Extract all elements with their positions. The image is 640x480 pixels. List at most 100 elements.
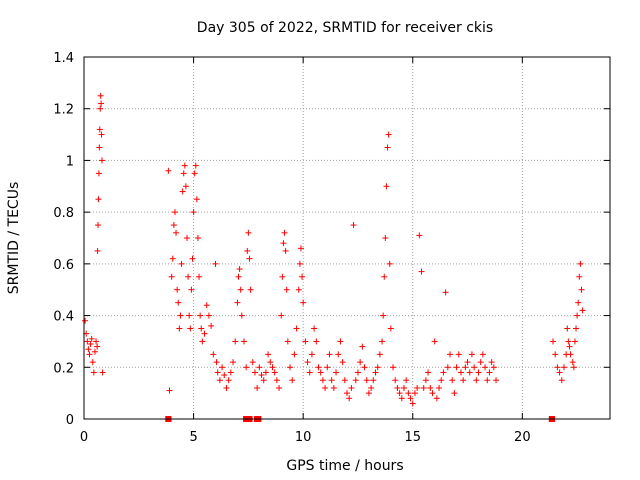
y-tick-label: 1.4 <box>53 51 74 66</box>
data-point <box>374 364 381 371</box>
x-tick-label: 5 <box>189 430 197 445</box>
data-point <box>346 395 353 402</box>
data-point <box>244 247 251 254</box>
y-tick-label: 1 <box>66 154 74 169</box>
y-tick-label: 0.4 <box>53 310 74 325</box>
data-point <box>363 377 370 384</box>
data-point <box>98 157 105 164</box>
data-point <box>169 255 176 262</box>
data-point <box>565 338 572 345</box>
data-point <box>420 384 427 391</box>
data-point <box>550 338 557 345</box>
data-point <box>400 384 407 391</box>
data-point <box>449 377 456 384</box>
data-point <box>225 377 232 384</box>
data-point <box>84 338 91 345</box>
data-point <box>232 338 239 345</box>
data-point <box>256 364 263 371</box>
data-point <box>473 377 480 384</box>
data-point <box>370 377 377 384</box>
data-point <box>308 351 315 358</box>
data-point <box>199 338 206 345</box>
data-point <box>380 312 387 319</box>
data-point <box>186 312 193 319</box>
x-axis-title: GPS time / hours <box>286 458 403 474</box>
data-point <box>486 369 493 376</box>
data-point <box>173 229 180 236</box>
data-point <box>188 286 195 293</box>
data-point <box>390 364 397 371</box>
data-point <box>569 359 576 366</box>
x-tick-label: 15 <box>404 430 421 445</box>
data-point <box>394 384 401 391</box>
data-point <box>573 325 580 332</box>
data-point <box>249 359 256 366</box>
data-point <box>431 338 438 345</box>
y-tick-label: 1.2 <box>53 103 74 118</box>
data-point <box>490 364 497 371</box>
y-tick-label: 0.6 <box>53 258 74 273</box>
data-point <box>475 369 482 376</box>
data-point <box>246 255 253 262</box>
data-point <box>386 260 393 267</box>
data-point <box>291 351 298 358</box>
data-point <box>177 312 184 319</box>
data-point <box>330 384 337 391</box>
data-point <box>98 100 105 107</box>
data-point <box>198 325 205 332</box>
data-point <box>267 359 274 366</box>
data-point <box>166 387 173 394</box>
data-point <box>433 395 440 402</box>
data-point <box>262 369 269 376</box>
data-point <box>201 330 208 337</box>
data-point <box>335 351 342 358</box>
data-point <box>88 335 95 342</box>
data-point <box>208 322 215 329</box>
data-point <box>216 377 223 384</box>
data-point <box>193 196 200 203</box>
data-point <box>453 364 460 371</box>
y-axis-title: SRMTID / TECUs <box>6 182 22 295</box>
data-point <box>411 390 418 397</box>
data-point <box>579 307 586 314</box>
data-point <box>223 384 230 391</box>
data-point <box>409 400 416 407</box>
data-point <box>179 188 186 195</box>
data-point <box>299 273 306 280</box>
data-point <box>269 364 276 371</box>
data-point <box>385 131 392 138</box>
data-point <box>381 273 388 280</box>
data-point <box>333 369 340 376</box>
data-point <box>574 312 581 319</box>
data-point <box>315 364 322 371</box>
data-point <box>326 351 333 358</box>
data-point <box>260 377 267 384</box>
data-point <box>191 170 198 177</box>
data-point <box>414 384 421 391</box>
data-point <box>296 260 303 267</box>
data-point <box>187 325 194 332</box>
data-point <box>95 222 102 229</box>
data-point <box>566 343 573 350</box>
data-point <box>560 364 567 371</box>
data-point <box>189 255 196 262</box>
data-point <box>86 351 93 358</box>
data-point <box>337 338 344 345</box>
data-point <box>392 377 399 384</box>
data-point <box>289 377 296 384</box>
data-point <box>444 364 451 371</box>
data-point <box>306 369 313 376</box>
data-point <box>82 317 89 324</box>
data-point <box>319 377 326 384</box>
data-point <box>278 312 285 319</box>
data-point <box>281 229 288 236</box>
data-point <box>567 351 574 358</box>
data-point <box>90 369 97 376</box>
data-point <box>194 235 201 241</box>
data-point <box>245 229 252 236</box>
data-point <box>94 247 101 254</box>
data-point <box>484 377 491 384</box>
data-point <box>341 377 348 384</box>
